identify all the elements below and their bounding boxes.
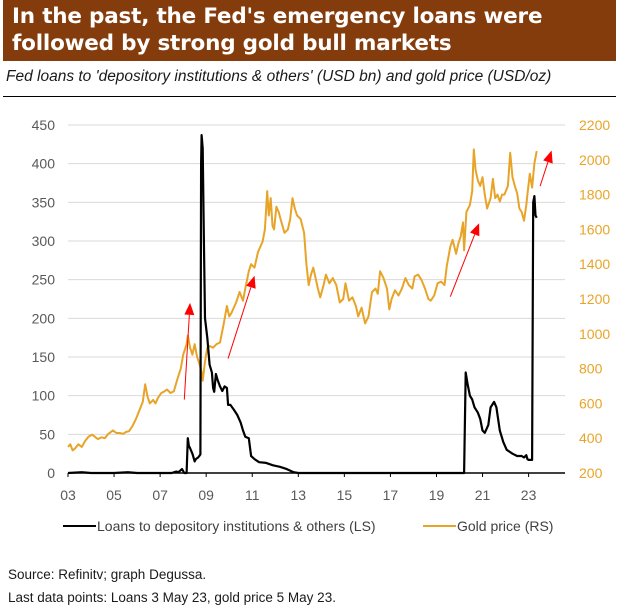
- title-banner: In the past, the Fed's emergency loans w…: [3, 0, 616, 61]
- right-tick-label: 600: [579, 395, 603, 411]
- x-tick-label: 13: [291, 487, 307, 503]
- legend-label-loans: Loans to depository institutions & other…: [97, 518, 376, 534]
- annotation-arrow-head: [184, 302, 195, 316]
- left-tick-label: 200: [32, 310, 56, 326]
- x-tick-label: 21: [475, 487, 491, 503]
- annotation-arrow-shaft: [183, 314, 190, 400]
- left-tick-label: 300: [32, 233, 56, 249]
- left-tick-label: 0: [47, 465, 55, 481]
- x-tick-label: 07: [152, 487, 168, 503]
- left-tick-label: 150: [32, 349, 56, 365]
- x-axis: 03 05 07 09 11 13 15 17 19 21 23: [60, 472, 565, 503]
- right-tick-label: 1800: [579, 187, 610, 203]
- last-data-note: Last data points: Loans 3 May 23, gold p…: [8, 590, 336, 605]
- legend-item-gold: Gold price (RS): [423, 518, 553, 534]
- right-tick-label: 400: [579, 430, 603, 446]
- annotation-arrow-head: [543, 150, 553, 164]
- right-tick-label: 200: [579, 465, 603, 481]
- x-tick-label: 11: [245, 487, 260, 503]
- left-tick-label: 350: [32, 194, 56, 210]
- gold-series-line: [67, 148, 538, 452]
- x-tick-label: 23: [521, 487, 537, 503]
- left-tick-label: 50: [39, 426, 55, 442]
- legend-swatch-loans: [63, 525, 96, 527]
- right-tick-label: 1600: [579, 221, 610, 237]
- left-tick-label: 250: [32, 272, 56, 288]
- annotation-arrows: [183, 150, 553, 400]
- chart-subtitle: Fed loans to 'depository institutions & …: [6, 68, 552, 85]
- chart-title-line-2: followed by strong gold bull markets: [12, 31, 452, 56]
- left-tick-label: 400: [32, 156, 56, 172]
- right-tick-label: 2200: [579, 117, 610, 133]
- series-lines: [67, 134, 538, 475]
- annotation-arrow-shaft: [227, 287, 252, 359]
- left-tick-label: 450: [32, 117, 56, 133]
- legend-swatch-gold: [423, 525, 456, 527]
- annotation-arrow-shaft: [449, 234, 476, 297]
- legend-label-gold: Gold price (RS): [457, 518, 554, 534]
- right-tick-label: 1000: [579, 326, 610, 342]
- x-tick-label: 15: [337, 487, 353, 503]
- x-tick-label: 03: [60, 487, 76, 503]
- right-tick-label: 2000: [579, 152, 610, 168]
- legend-item-loans: Loans to depository institutions & other…: [63, 518, 376, 534]
- legend: Loans to depository institutions & other…: [0, 518, 635, 540]
- x-tick-label: 19: [429, 487, 445, 503]
- right-tick-label: 1400: [579, 256, 610, 272]
- source-note: Source: Refinitv; graph Degussa.: [8, 567, 207, 582]
- right-axis-ticks: 200 400 600 800 1000 1200 1400 1600 1800 2000 2200: [579, 117, 610, 481]
- subtitle-divider: [3, 96, 616, 97]
- chart-title: In the past, the Fed's emergency loans w…: [12, 3, 543, 57]
- chart-title-line-1: In the past, the Fed's emergency loans w…: [12, 4, 543, 29]
- annotation-arrow-head: [470, 223, 480, 237]
- annotation-arrow-shaft: [539, 161, 549, 187]
- left-axis-ticks: 0 50 100 150 200 250 300 350 400 450: [32, 117, 56, 481]
- x-tick-label: 09: [198, 487, 214, 503]
- annotation-arrow-head: [246, 275, 256, 289]
- right-tick-label: 800: [579, 361, 603, 377]
- x-tick-label: 17: [383, 487, 399, 503]
- right-tick-label: 1200: [579, 291, 610, 307]
- x-tick-label: 05: [106, 487, 122, 503]
- left-tick-label: 100: [32, 388, 56, 404]
- loans-series-line: [67, 134, 538, 475]
